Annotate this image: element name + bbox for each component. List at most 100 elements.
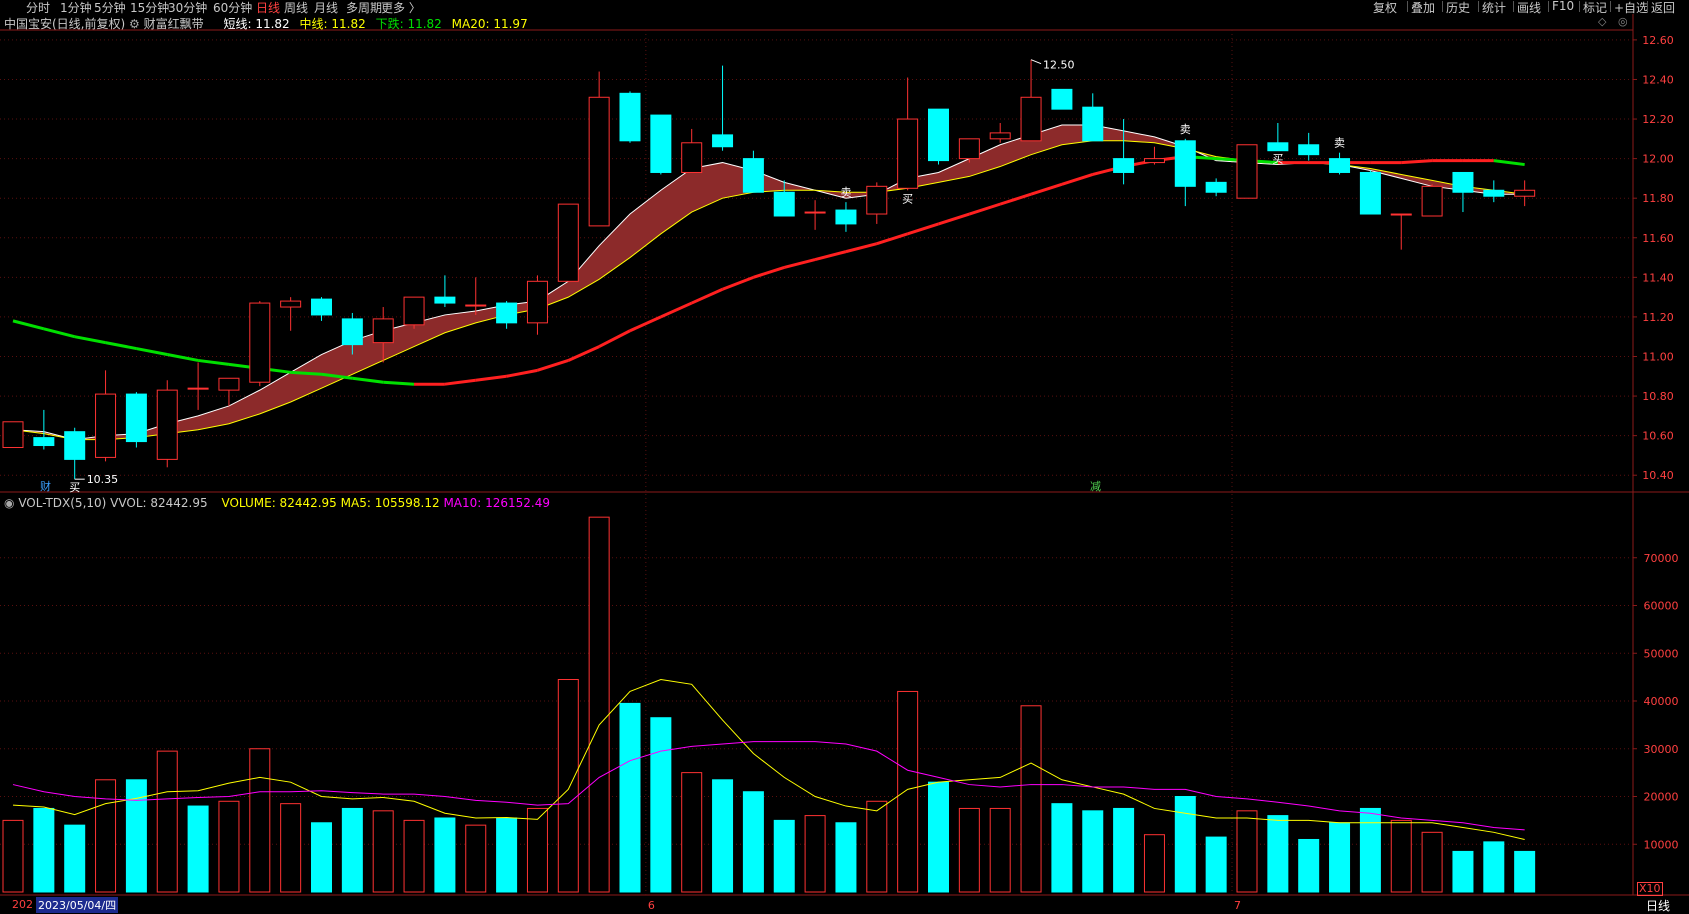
candle-body <box>434 296 456 304</box>
candle <box>1082 93 1104 142</box>
period-bottom-label: 日线 <box>1646 899 1671 913</box>
volume-bar <box>1483 841 1505 893</box>
price-tick-label: 10.60 <box>1642 430 1674 443</box>
ribbon-band <box>13 124 1525 440</box>
ma20-segment <box>783 258 816 269</box>
candle-body <box>681 142 703 173</box>
candle <box>1359 170 1381 215</box>
x10-label: X10 <box>1637 882 1663 896</box>
volume-bar <box>311 822 332 893</box>
gear-icon[interactable]: ⚙ <box>129 17 140 31</box>
period-tab-2[interactable]: 5分钟 <box>94 1 126 15</box>
volume-bar <box>804 815 826 893</box>
ma20-segment <box>814 250 847 261</box>
toolbar-button-5[interactable]: F10 <box>1552 0 1575 13</box>
toolbar-button-0[interactable]: 复权 <box>1373 1 1398 15</box>
period-tab-8[interactable]: 月线 <box>314 1 339 15</box>
volume-bar <box>187 805 209 893</box>
ma20-segment <box>383 380 415 386</box>
volume-bar <box>280 803 302 893</box>
period-tab-6[interactable]: 日线 <box>256 1 281 15</box>
settings-small-icon[interactable]: ◎ <box>1618 15 1628 28</box>
price-tick-label: 11.40 <box>1642 271 1674 284</box>
period-tab-4[interactable]: 30分钟 <box>168 1 208 15</box>
candle <box>712 65 734 151</box>
indicator-name[interactable]: 财富红飘带 <box>143 17 204 31</box>
ma20-segment <box>166 353 199 362</box>
period-tab-0[interactable]: 分时 <box>26 1 51 15</box>
month-label: 7 <box>1234 899 1241 912</box>
period-tab-1[interactable]: 1分钟 <box>60 1 92 15</box>
candle <box>958 138 980 163</box>
candle <box>1483 180 1505 203</box>
candle-body <box>125 393 147 443</box>
volume-indicator-name[interactable]: VOL-TDX(5,10) <box>18 496 107 510</box>
candle-body <box>372 318 394 344</box>
price-tick-label: 12.60 <box>1642 34 1674 47</box>
ma20-segment <box>506 368 538 378</box>
candle-body <box>218 377 240 391</box>
candle-body <box>1421 185 1443 217</box>
candle-body <box>33 437 55 447</box>
volume-tick-label: 20000 <box>1644 791 1679 804</box>
volume-bar <box>557 679 579 893</box>
toolbar-button-1[interactable]: 叠加 <box>1411 1 1436 15</box>
price-tick-label: 12.20 <box>1642 113 1674 126</box>
candle <box>156 380 178 468</box>
candle <box>465 277 487 315</box>
signal-label: 买 <box>69 481 80 494</box>
volume-bar <box>64 824 86 893</box>
max-price-pointer <box>1030 59 1042 65</box>
candle-body <box>958 138 980 160</box>
period-tab-5[interactable]: 60分钟 <box>213 1 253 15</box>
signal-label: 卖 <box>1334 137 1345 150</box>
ma20-segment <box>444 378 476 386</box>
volume-bar <box>1452 850 1474 893</box>
candle <box>1298 132 1320 161</box>
candle-body <box>249 302 271 383</box>
ma20-segment <box>1401 159 1433 165</box>
volume-bar <box>897 690 919 893</box>
volume-bar <box>2 819 24 893</box>
diamond-icon[interactable]: ◇ <box>1598 15 1607 28</box>
candle-body <box>588 96 610 227</box>
volume-bar <box>588 516 610 893</box>
candle-body <box>650 114 672 173</box>
ma20-segment <box>1493 159 1525 167</box>
candle <box>434 275 456 308</box>
short-line-value: 11.82 <box>255 17 290 31</box>
period-tab-9[interactable]: 多周期 <box>346 1 383 15</box>
toolbar-separator <box>1579 1 1580 12</box>
candle-body <box>1298 144 1320 156</box>
candle <box>280 297 302 331</box>
collapse-icon[interactable]: ◉ <box>4 496 15 510</box>
ma20-segment <box>1061 173 1094 186</box>
candle <box>1113 119 1135 185</box>
volume-bar <box>372 810 394 893</box>
candle-body <box>95 393 117 458</box>
toolbar-button-4[interactable]: 画线 <box>1517 1 1542 15</box>
period-tab-3[interactable]: 15分钟 <box>130 1 170 15</box>
candle-body <box>1020 96 1042 142</box>
volume-bar <box>835 822 857 893</box>
candle <box>557 203 579 282</box>
period-tab-10[interactable]: 更多 〉 <box>381 1 421 15</box>
price-tick-label: 11.20 <box>1642 311 1674 324</box>
volume-bar <box>619 702 641 893</box>
volume-bar <box>1390 819 1412 893</box>
toolbar-button-8[interactable]: 返回 <box>1651 1 1676 15</box>
toolbar-button-6[interactable]: 标记 <box>1583 1 1608 15</box>
toolbar-button-7[interactable]: +自选 <box>1614 1 1649 15</box>
month-label: 6 <box>648 899 655 912</box>
toolbar-button-2[interactable]: 历史 <box>1446 1 1471 15</box>
ma20-segment <box>845 242 878 254</box>
candle <box>804 200 826 230</box>
candle <box>588 71 610 227</box>
cursor-date-label: 2023/05/04/四 <box>36 897 119 913</box>
toolbar-button-3[interactable]: 统计 <box>1482 1 1507 15</box>
candle <box>311 297 332 321</box>
volume-bar <box>341 807 363 893</box>
ma20-segment <box>660 301 693 319</box>
period-tab-7[interactable]: 周线 <box>284 1 309 15</box>
